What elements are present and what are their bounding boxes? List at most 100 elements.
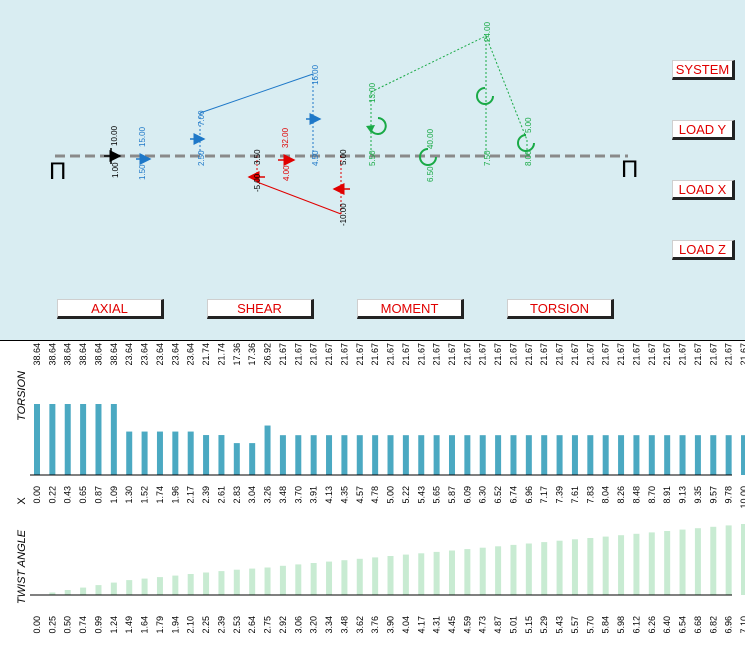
torsion-bar [464, 435, 471, 475]
torsion-value-label: 21.67 [678, 343, 688, 366]
x-tick-label: 9.13 [678, 486, 688, 504]
twist-angle-bar [495, 546, 502, 595]
load-y-button[interactable]: LOAD Y [672, 120, 735, 140]
torsion-bar [633, 435, 640, 475]
x-tick-label: 9.57 [708, 486, 718, 504]
torsion-value-label: 21.67 [293, 343, 303, 366]
load-x-start-position: 3.50 [253, 149, 262, 165]
twist-angle-value-label: 3.34 [324, 616, 334, 634]
moment-button[interactable]: MOMENT [357, 299, 464, 319]
x-tick-label: 0.43 [63, 486, 73, 504]
torsion-bar [510, 435, 517, 475]
torsion-value-label: 21.67 [708, 343, 718, 366]
torsion-value-label: 21.74 [201, 343, 211, 366]
x-tick-label: 1.52 [140, 486, 150, 504]
torsion-bar [433, 435, 440, 475]
twist-angle-bar [49, 592, 56, 595]
torsion-value-label: 21.67 [631, 343, 641, 366]
twist-angle-bar [510, 544, 517, 595]
load-y-end-value: 16.00 [311, 64, 320, 85]
twist-angle-axis-label: TWIST ANGLE [16, 529, 28, 604]
x-tick-label: 0.22 [47, 486, 57, 504]
x-tick-label: 7.61 [570, 486, 580, 504]
torsion-bar [710, 435, 717, 475]
x-tick-label: 5.00 [386, 486, 396, 504]
twist-angle-bar [341, 560, 348, 595]
shear-button[interactable]: SHEAR [207, 299, 314, 319]
torsion-value-label: 23.64 [186, 343, 196, 366]
axial-load-1: 1.00 10.00 [104, 125, 122, 178]
twist-angle-bar [402, 554, 409, 595]
axial-button[interactable]: AXIAL [57, 299, 164, 319]
x-tick-label: 6.74 [508, 486, 518, 504]
twist-angle-value-label: 6.40 [662, 616, 672, 634]
torsion-bar [372, 435, 379, 475]
torsion-value-label: 21.67 [462, 343, 472, 366]
load-x-end-position: 5.00 [339, 149, 348, 165]
twist-angle-bar [203, 572, 210, 595]
torsion-value-label: 21.67 [309, 343, 319, 366]
torsion-bar [741, 435, 745, 475]
twist-angle-bar [541, 542, 548, 595]
torsion-value-label: 21.67 [370, 343, 380, 366]
twist-angle-value-label: 6.26 [647, 616, 657, 634]
system-button[interactable]: SYSTEM [672, 60, 735, 80]
x-tick-label: 6.96 [524, 486, 534, 504]
load-x-distributed: 3.50 -5.00 5.00 -10.00 [247, 149, 350, 226]
torsion-value-label: 21.67 [539, 343, 549, 366]
twist-angle-value-label: 3.20 [309, 616, 319, 634]
load-x-point: 4.00 32.00 [278, 127, 296, 181]
torsion-bar [618, 435, 625, 475]
right-support-symbol: Π [621, 156, 638, 183]
twist-angle-value-label: 1.79 [155, 616, 165, 634]
twist-angle-value-label: 6.12 [631, 616, 641, 634]
x-tick-label: 2.17 [186, 486, 196, 504]
torsion-bar [341, 435, 348, 475]
x-tick-label: 9.35 [693, 486, 703, 504]
moment-2-position: 6.50 [426, 166, 435, 182]
twist-angle-bar [556, 540, 563, 595]
load-z-button[interactable]: LOAD Z [672, 240, 735, 260]
torsion-bar [495, 435, 502, 475]
twist-angle-bar [464, 549, 471, 595]
x-tick-label: 1.96 [170, 486, 180, 504]
twist-angle-value-label: 2.64 [247, 616, 257, 634]
torsion-button[interactable]: TORSION [507, 299, 614, 319]
x-tick-label: 6.09 [462, 486, 472, 504]
twist-angle-bar [525, 543, 532, 595]
twist-angle-value-label: 0.00 [32, 616, 42, 634]
twist-angle-value-label: 4.04 [401, 616, 411, 634]
twist-angle-value-label: 2.53 [232, 616, 242, 634]
x-tick-label: 7.17 [539, 486, 549, 504]
torsion-bar [310, 435, 317, 475]
twist-angle-value-label: 4.59 [462, 616, 472, 634]
twist-angle-bar [218, 571, 225, 595]
torsion-value-label: 23.64 [170, 343, 180, 366]
torsion-bar [264, 425, 271, 475]
axial-load-1-value: 10.00 [110, 125, 119, 146]
torsion-value-label: 21.74 [216, 343, 226, 366]
torsion-bar [556, 435, 563, 475]
torsion-value-label: 38.64 [109, 343, 119, 366]
twist-angle-value-label: 6.82 [708, 616, 718, 634]
x-tick-label: 7.39 [555, 486, 565, 504]
twist-angle-bar [64, 590, 71, 595]
torsion-bar [203, 435, 210, 475]
beam-diagram-panel: Π Π 1.00 10.00 1.50 15.00 2.50 7.00 4.50… [0, 0, 745, 340]
load-x-button[interactable]: LOAD X [672, 180, 735, 200]
x-tick-label: 6.52 [493, 486, 503, 504]
x-tick-label: 3.70 [293, 486, 303, 504]
twist-angle-bar [664, 531, 671, 595]
torsion-value-label: 21.67 [570, 343, 580, 366]
x-tick-label: 2.39 [201, 486, 211, 504]
twist-angle-bar [295, 564, 302, 595]
torsion-bar [34, 404, 40, 475]
twist-angle-value-label: 5.84 [601, 616, 611, 634]
x-tick-label: 0.87 [93, 486, 103, 504]
torsion-value-label: 38.64 [93, 343, 103, 366]
torsion-value-label: 21.67 [416, 343, 426, 366]
twist-angle-value-label: 3.06 [293, 616, 303, 634]
x-tick-label: 2.61 [216, 486, 226, 504]
x-tick-label: 3.91 [309, 486, 319, 504]
torsion-value-label: 21.67 [693, 343, 703, 366]
